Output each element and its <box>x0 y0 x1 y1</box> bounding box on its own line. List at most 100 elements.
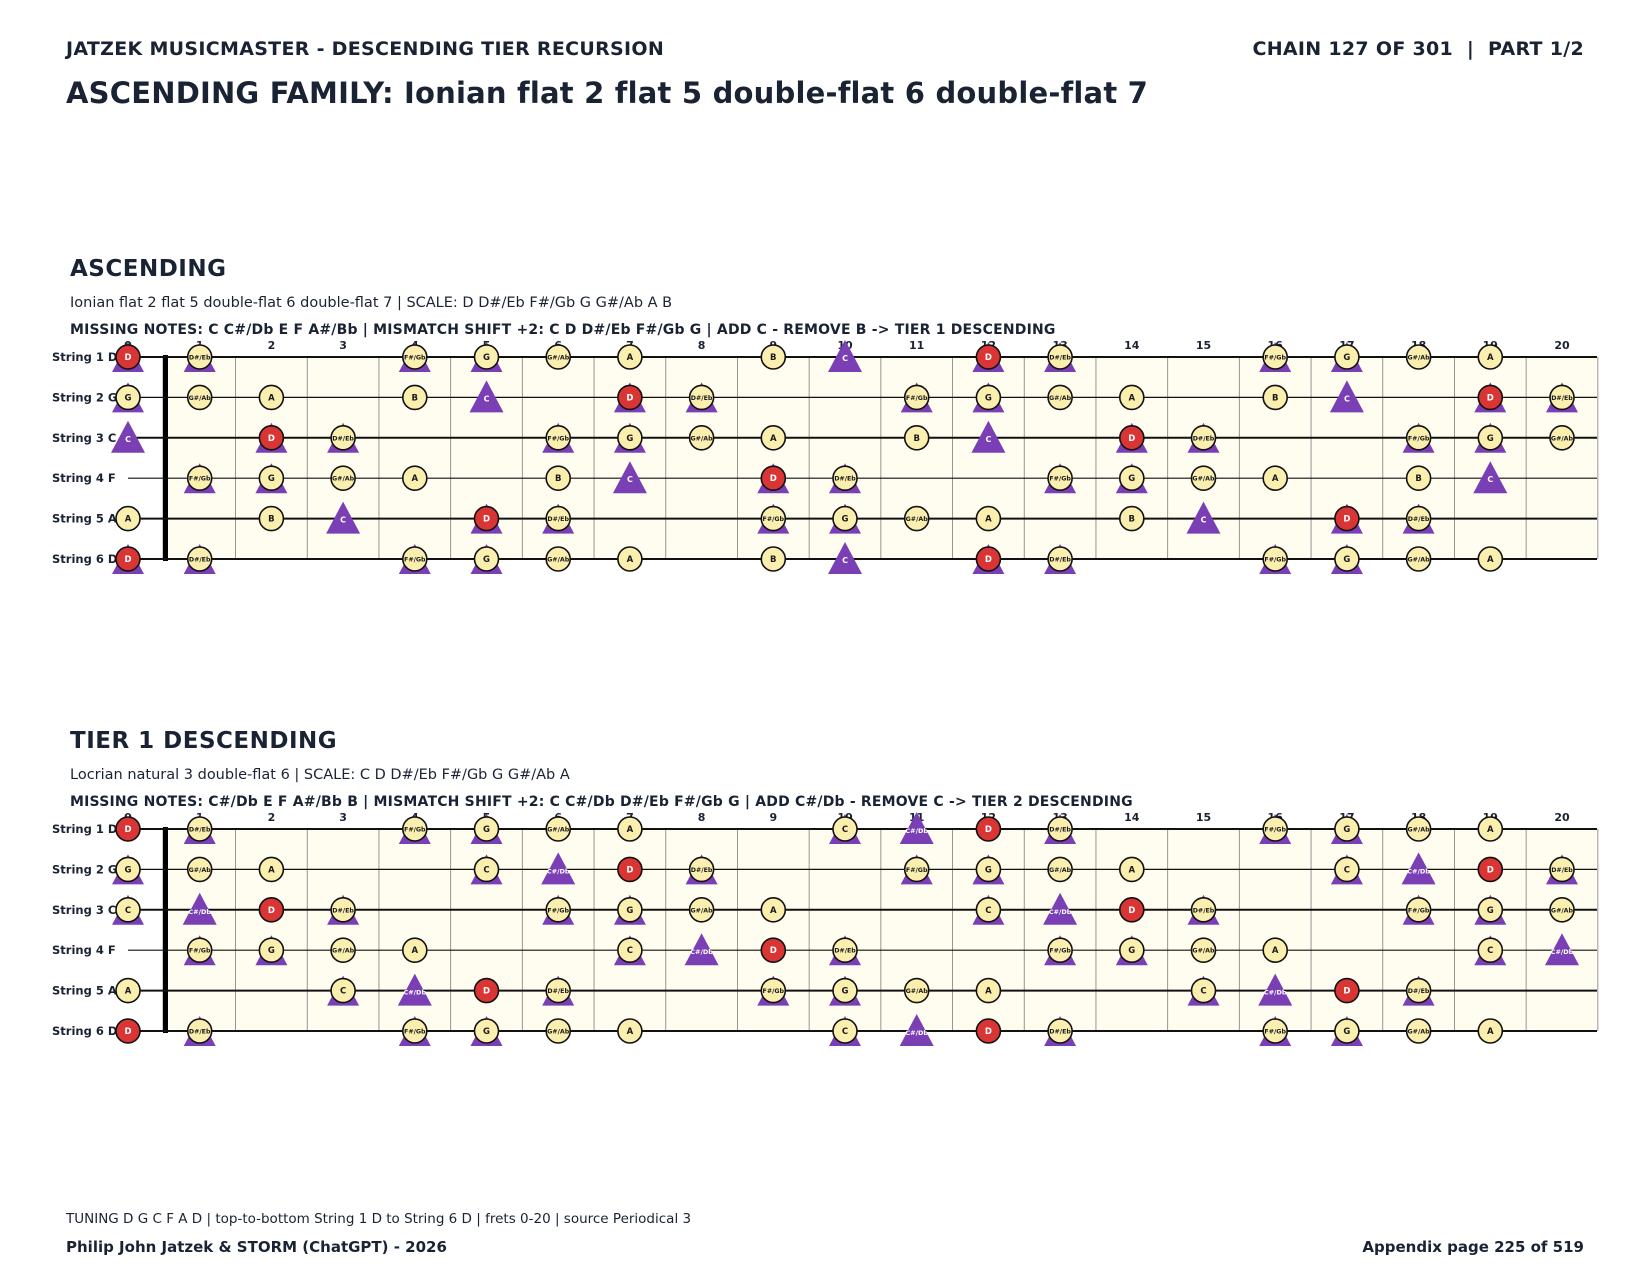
note-label: G#/Ab <box>1408 557 1431 564</box>
root-note-dot <box>1477 856 1504 883</box>
scale-note-dot <box>903 505 930 532</box>
note-label: C#/Db <box>905 1029 928 1037</box>
fret-number: 20 <box>1554 339 1570 352</box>
note-label: G#/Ab <box>1192 476 1215 483</box>
scale-note-dot <box>617 546 643 572</box>
note-label: G <box>125 865 132 875</box>
scale-note-dot <box>1334 1018 1360 1044</box>
note-label: G#/Ab <box>691 435 714 442</box>
note-label: C <box>842 825 848 835</box>
authors: Philip John Jatzek & STORM (ChatGPT) - 2… <box>66 1238 447 1256</box>
note-label: A <box>1129 865 1136 875</box>
note-label: G <box>626 434 633 444</box>
scale-note-dot <box>1047 344 1073 370</box>
scale-note-dot <box>1190 977 1217 1004</box>
note-label: B <box>412 393 418 403</box>
scale-note-dot <box>473 344 500 370</box>
scale-note-dot <box>903 384 930 411</box>
added-note-triangle <box>899 812 934 844</box>
note-label: D#/Eb <box>1551 867 1573 874</box>
note-label: D#/Eb <box>691 395 713 402</box>
fret-number: 2 <box>268 811 276 824</box>
page-number: Appendix page 225 of 519 <box>1362 1238 1584 1256</box>
note-label: D#/Eb <box>1408 988 1430 995</box>
string-label: String 6 D <box>52 552 117 566</box>
scale-note-dot <box>1119 856 1145 883</box>
scale-note-dot <box>688 856 715 883</box>
scale-note-dot <box>903 977 930 1004</box>
added-note-triangle <box>828 542 862 574</box>
scale-note-dot <box>258 856 285 883</box>
note-label: C <box>1344 865 1350 875</box>
fret-number: 14 <box>1124 811 1140 824</box>
scale-note-dot <box>1477 937 1504 963</box>
note-label: A <box>985 987 992 997</box>
note-label: G#/Ab <box>1551 435 1574 442</box>
scale-note-dot <box>1262 344 1288 370</box>
scale-note-dot <box>1190 425 1217 451</box>
note-label: F#/Gb <box>404 557 426 564</box>
scale-note-dot <box>832 465 858 491</box>
note-label: C <box>1200 987 1206 997</box>
note-label: D <box>985 825 992 835</box>
note-label: A <box>1487 353 1494 363</box>
note-label: F#/Gb <box>1264 557 1286 564</box>
note-label: G#/Ab <box>332 476 355 483</box>
scale-note-dot <box>186 546 213 572</box>
note-label: G <box>483 825 490 835</box>
note-label: D#/Eb <box>1049 557 1071 564</box>
note-label: F#/Gb <box>1408 907 1430 914</box>
fret-number: 8 <box>698 339 706 352</box>
note-label: G#/Ab <box>189 867 212 874</box>
note-label: G <box>985 393 992 403</box>
note-label: G#/Ab <box>1049 867 1072 874</box>
scale-note-dot <box>1119 384 1145 411</box>
note-label: D <box>124 555 131 565</box>
note-label: D <box>770 474 777 484</box>
scale-note-dot <box>1262 1018 1288 1044</box>
note-label: C <box>627 475 633 484</box>
note-label: D <box>124 825 131 835</box>
scale-note-dot <box>1047 856 1073 883</box>
scale-note-dot <box>1549 856 1575 883</box>
note-label: A <box>268 393 275 403</box>
note-label: D <box>985 1027 992 1037</box>
note-label: G <box>842 515 849 525</box>
scale-note-dot <box>1477 546 1504 572</box>
note-label: A <box>268 865 275 875</box>
scale-note-dot <box>401 384 428 411</box>
scale-note-dot <box>688 425 715 451</box>
note-label: G <box>1343 353 1350 363</box>
note-label: C#/Db <box>1264 989 1287 997</box>
note-label: F#/Gb <box>547 435 569 442</box>
string-label: String 6 D <box>52 1024 117 1038</box>
header-title: JATZEK MUSICMASTER - DESCENDING TIER REC… <box>66 38 665 60</box>
scale-note-dot <box>1405 816 1432 842</box>
string-label: String 2 G <box>52 390 117 404</box>
scale-note-dot <box>1334 816 1360 842</box>
scale-note-dot <box>1334 344 1360 370</box>
scale-note-dot <box>903 425 930 451</box>
scale-note-dot <box>1047 816 1073 842</box>
scale-note-dot <box>1477 897 1504 923</box>
scale-note-dot <box>975 897 1002 923</box>
note-label: G <box>483 555 490 565</box>
scale-note-dot <box>1190 897 1217 923</box>
scale-note-dot <box>545 425 572 451</box>
added-note-triangle <box>541 852 576 885</box>
note-label: G#/Ab <box>691 907 714 914</box>
note-label: D <box>124 1027 131 1037</box>
string-label: String 5 A <box>52 984 117 998</box>
note-label: C#/Db <box>547 867 570 875</box>
scale-note-dot <box>115 505 141 532</box>
scale-note-dot <box>1190 937 1217 963</box>
string-label: String 5 A <box>52 512 117 526</box>
scale-note-dot <box>1405 505 1432 532</box>
note-label: G <box>483 1027 490 1037</box>
scale-note-dot <box>1334 546 1360 572</box>
scale-note-dot <box>186 816 213 842</box>
added-note-triangle <box>1043 892 1078 925</box>
note-label: F#/Gb <box>1264 1029 1286 1036</box>
note-label: C <box>1201 516 1207 525</box>
note-label: A <box>627 825 634 835</box>
